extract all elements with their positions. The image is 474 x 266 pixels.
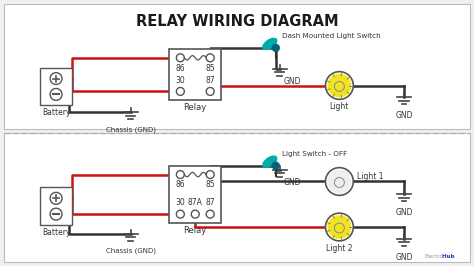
Text: Hub: Hub [427, 254, 455, 259]
Text: 87: 87 [205, 76, 215, 85]
Text: Light 2: Light 2 [326, 244, 353, 253]
Text: 30: 30 [175, 76, 185, 85]
Circle shape [326, 213, 353, 241]
Bar [4, 4, 470, 129]
Text: Battery: Battery [42, 108, 70, 117]
Circle shape [328, 215, 351, 239]
Text: Chassis (GND): Chassis (GND) [106, 248, 155, 254]
Bar [169, 49, 221, 100]
Text: 86: 86 [175, 181, 185, 189]
Circle shape [328, 170, 351, 193]
Circle shape [328, 74, 351, 97]
Text: Light 1: Light 1 [357, 172, 384, 181]
Text: 85: 85 [205, 64, 215, 73]
Text: Chassis (GND): Chassis (GND) [106, 126, 155, 132]
Text: Relay: Relay [183, 103, 207, 112]
Circle shape [272, 162, 279, 169]
Circle shape [272, 44, 279, 51]
Ellipse shape [263, 156, 277, 167]
Text: 30: 30 [175, 198, 185, 207]
Text: Relay: Relay [183, 226, 207, 235]
Text: 87: 87 [205, 198, 215, 207]
Text: Dash Mounted Light Switch: Dash Mounted Light Switch [282, 33, 380, 39]
Text: RELAY WIRING DIAGRAM: RELAY WIRING DIAGRAM [136, 14, 338, 29]
Bar [40, 68, 72, 105]
Text: GND: GND [395, 208, 413, 217]
Text: GND: GND [395, 111, 413, 120]
Text: GND: GND [284, 77, 301, 86]
Text: GND: GND [395, 253, 413, 262]
Text: Light Switch - OFF: Light Switch - OFF [282, 151, 347, 157]
Circle shape [326, 168, 353, 195]
Text: GND: GND [284, 177, 301, 186]
Circle shape [326, 72, 353, 99]
Text: 86: 86 [175, 64, 185, 73]
Ellipse shape [263, 38, 277, 49]
Bar [169, 166, 221, 223]
Text: Electronics: Electronics [425, 254, 455, 259]
Text: Battery: Battery [42, 228, 70, 237]
Text: 87A: 87A [188, 198, 203, 207]
Text: 85: 85 [205, 181, 215, 189]
Bar [40, 188, 72, 225]
Text: Light: Light [330, 102, 349, 111]
Bar [4, 133, 470, 262]
